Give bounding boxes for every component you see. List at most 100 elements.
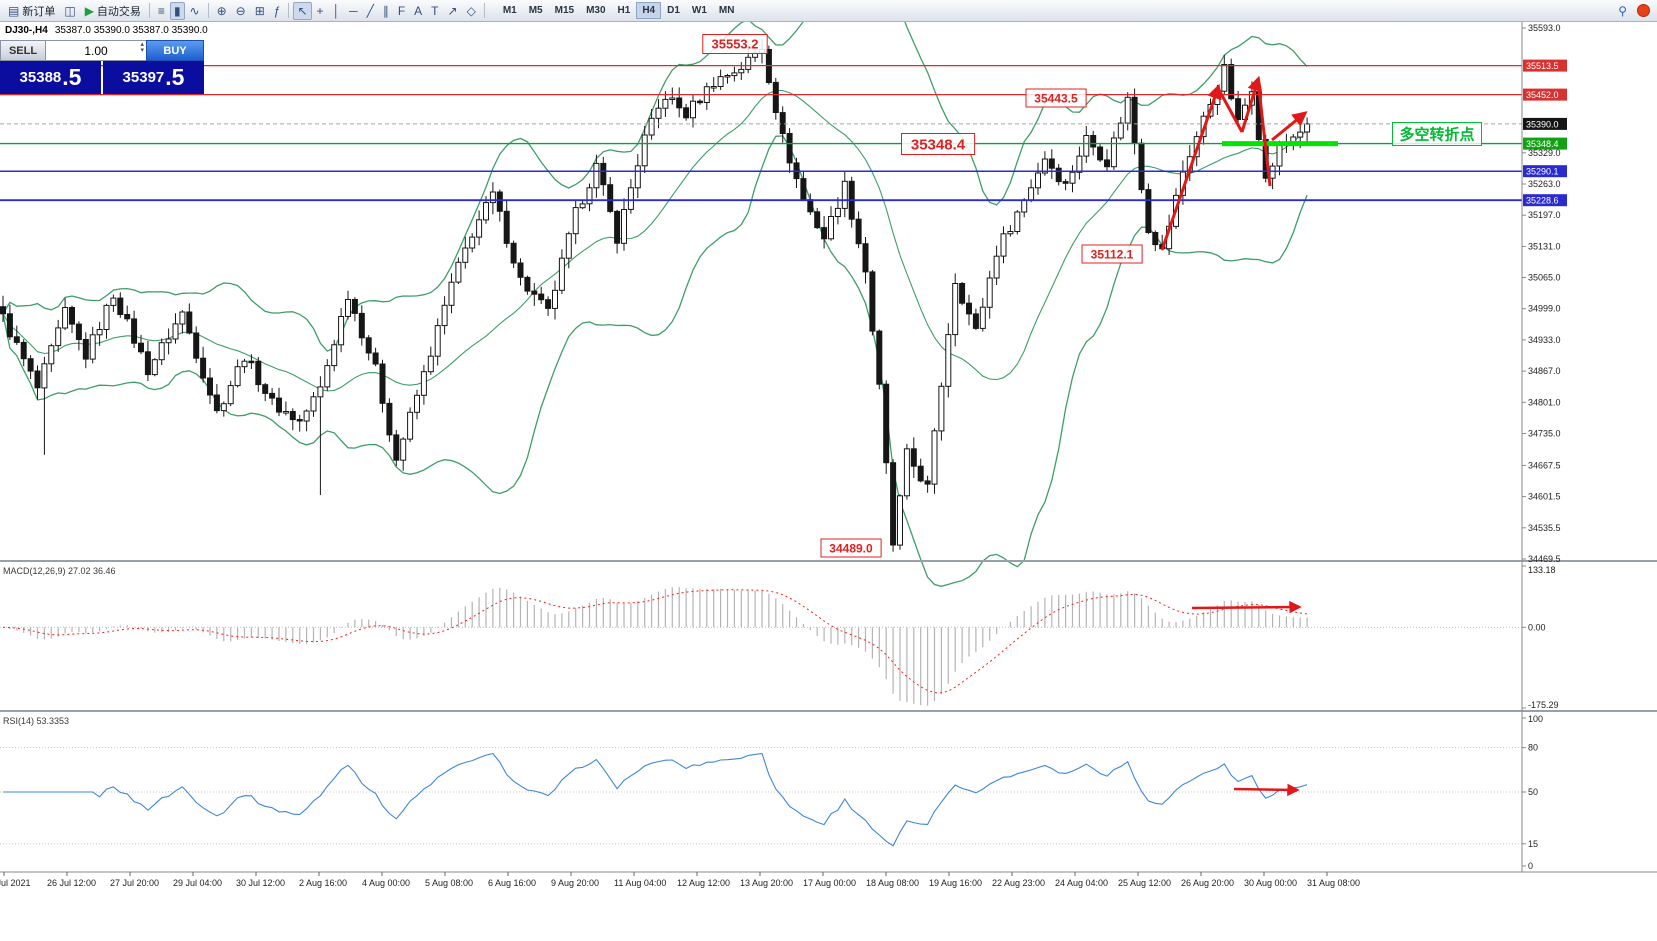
time-label: 24 Aug 04:00 xyxy=(1055,878,1108,888)
time-label: 26 Jul 12:00 xyxy=(47,878,96,888)
macd-label: MACD(12,26,9) 27.02 36.46 xyxy=(3,566,116,576)
price-callout-box[interactable] xyxy=(820,538,882,558)
timeframe-m30-button[interactable]: M30 xyxy=(580,2,611,19)
buy-price[interactable]: 35397.5 xyxy=(103,61,204,94)
time-label: 4 Aug 00:00 xyxy=(362,878,410,888)
svg-text:35131.0: 35131.0 xyxy=(1528,241,1561,251)
time-label: 12 Aug 12:00 xyxy=(677,878,730,888)
bb-middle-band xyxy=(2,89,1308,392)
candlestick-chart-button[interactable]: ▮ xyxy=(169,1,185,20)
time-label: 9 Aug 20:00 xyxy=(551,878,599,888)
trend-arrow-up-1[interactable] xyxy=(1160,83,1222,251)
zoom-out-button[interactable]: ⊖ xyxy=(232,2,250,20)
svg-text:100: 100 xyxy=(1528,714,1543,724)
price-callout-box[interactable] xyxy=(702,34,768,54)
trend-arrow-down-2[interactable] xyxy=(1256,79,1272,187)
time-label: 6 Aug 16:00 xyxy=(488,878,536,888)
indicator-labels: MACD(12,26,9) 27.02 36.46 RSI(14) 53.3353 xyxy=(3,566,116,726)
indicators-icon: ƒ xyxy=(273,3,281,18)
timeframe-d1-button[interactable]: D1 xyxy=(661,2,686,19)
bollinger-bands xyxy=(2,22,1308,587)
trend-arrow-down-1[interactable] xyxy=(1216,87,1244,133)
trend-arrow-up-3[interactable] xyxy=(1271,111,1308,142)
time-label: 2 Aug 16:00 xyxy=(299,878,347,888)
fibonacci-icon: F xyxy=(397,3,406,18)
text-label-button[interactable]: T xyxy=(427,2,442,20)
main-toolbar: ▤ 新订单 ◫ ▶ 自动交易 ≡ ▮ ∿ ⊕ ⊖ ⊞ ƒ ↖ + │ ─ ╱ ∥ F A T ↗ ◇ M1 M5 M15 M30 H1… xyxy=(0,0,1657,22)
cursor-button[interactable]: ↖ xyxy=(293,1,312,20)
vertical-line-button[interactable]: │ xyxy=(329,2,345,20)
svg-text:80: 80 xyxy=(1528,743,1538,753)
time-label: 5 Aug 08:00 xyxy=(425,878,473,888)
svg-text:34535.5: 34535.5 xyxy=(1528,523,1561,533)
sell-price[interactable]: 35388.5 xyxy=(0,61,101,94)
line-chart-button[interactable]: ∿ xyxy=(186,2,204,20)
timeframe-w1-button[interactable]: W1 xyxy=(686,2,713,19)
crosshair-button[interactable]: + xyxy=(313,2,328,20)
annotations[interactable]: 35553.2 35443.5 35348.4 35112.1 34489.0 多空转折点 xyxy=(702,34,1482,797)
volume-up-button[interactable]: ▴ xyxy=(140,41,144,48)
arrow-tool-icon: ↗ xyxy=(447,3,458,18)
price-callout-box[interactable] xyxy=(901,133,976,155)
svg-text:35593.0: 35593.0 xyxy=(1528,23,1561,33)
price-callout-text: 35553.2 xyxy=(712,37,759,52)
svg-text:34601.5: 34601.5 xyxy=(1528,492,1561,502)
new-order-button[interactable]: ▤ 新订单 xyxy=(4,2,59,20)
toolbar-separator xyxy=(148,3,150,18)
trendline-icon: ╱ xyxy=(366,3,374,18)
timeframe-mn-button[interactable]: MN xyxy=(713,2,741,19)
volume-down-button[interactable]: ▾ xyxy=(140,47,144,54)
note-box[interactable] xyxy=(1392,122,1482,146)
time-label: 27 Jul 20:00 xyxy=(110,878,159,888)
trendline-button[interactable]: ╱ xyxy=(363,2,378,20)
autotrade-button[interactable]: ▶ 自动交易 xyxy=(81,2,145,20)
time-label: 31 Aug 08:00 xyxy=(1307,878,1360,888)
layout-windows-button[interactable]: ◫ xyxy=(60,2,79,20)
bar-chart-button[interactable]: ≡ xyxy=(154,2,169,20)
price-callout-box[interactable] xyxy=(1081,244,1143,264)
time-label: 11 Aug 04:00 xyxy=(614,878,666,888)
svg-text:34867.0: 34867.0 xyxy=(1528,366,1561,376)
rsi-arrow[interactable] xyxy=(1233,783,1300,797)
price-axis[interactable]: 35593.0 35329.0 35263.0 35197.0 35131.0 35065… xyxy=(1521,22,1567,872)
svg-text:133.18: 133.18 xyxy=(1528,565,1556,575)
volume-field[interactable]: 1.00 ▴ ▾ xyxy=(46,40,146,61)
text-button[interactable]: A xyxy=(410,2,426,20)
chart-background xyxy=(0,22,1657,941)
panel-separators[interactable] xyxy=(0,560,1657,873)
arrow-tool-button[interactable]: ↗ xyxy=(444,2,462,20)
tile-windows-button[interactable]: ⊞ xyxy=(251,2,269,20)
macd-arrow[interactable] xyxy=(1191,600,1302,614)
price-badge xyxy=(1523,88,1567,101)
shapes-button[interactable]: ◇ xyxy=(463,2,480,20)
chart-ohlc-values: 35387.0 35390.0 35387.0 35390.0 xyxy=(54,25,208,36)
time-axis[interactable]: 26 Jul 2021 26 Jul 12:00 27 Jul 20:00 29 Ju… xyxy=(0,872,1360,888)
search-button[interactable]: ⚲ xyxy=(1614,2,1631,20)
toolbar-right: ⚲ xyxy=(1614,2,1653,20)
timeframe-m15-button[interactable]: M15 xyxy=(549,2,580,19)
new-order-icon: ▤ xyxy=(8,3,20,18)
svg-text:-175.29: -175.29 xyxy=(1528,700,1559,710)
timeframe-h1-button[interactable]: H1 xyxy=(612,2,637,19)
equidistant-channel-button[interactable]: ∥ xyxy=(379,2,393,20)
price-callout-box[interactable] xyxy=(1025,88,1087,108)
svg-text:34469.5: 34469.5 xyxy=(1528,554,1561,564)
chart-canvas[interactable]: MACD(12,26,9) 27.02 36.46 RSI(14) 53.3353… xyxy=(0,22,1657,941)
volume-value[interactable]: 1.00 xyxy=(84,43,108,58)
trend-arrow-up-2[interactable] xyxy=(1240,75,1263,133)
toolbar-separator xyxy=(288,3,290,18)
timeframe-m1-button[interactable]: M1 xyxy=(497,2,523,19)
buy-button[interactable]: BUY xyxy=(146,40,204,61)
horizontal-line-button[interactable]: ─ xyxy=(345,2,362,20)
timeframe-h4-button[interactable]: H4 xyxy=(636,2,662,19)
notification-badge[interactable] xyxy=(1637,4,1650,17)
sell-button[interactable]: SELL xyxy=(0,40,46,61)
chart-symbol-period: DJ30-,H4 xyxy=(5,25,48,36)
time-label: 22 Aug 23:00 xyxy=(992,878,1045,888)
timeframe-m5-button[interactable]: M5 xyxy=(523,2,549,19)
zoom-in-button[interactable]: ⊕ xyxy=(213,2,231,20)
indicators-button[interactable]: ƒ xyxy=(270,2,285,20)
svg-text:35228.6: 35228.6 xyxy=(1526,196,1559,206)
time-label: 19 Aug 16:00 xyxy=(929,878,982,888)
fibonacci-button[interactable]: F xyxy=(394,2,409,20)
